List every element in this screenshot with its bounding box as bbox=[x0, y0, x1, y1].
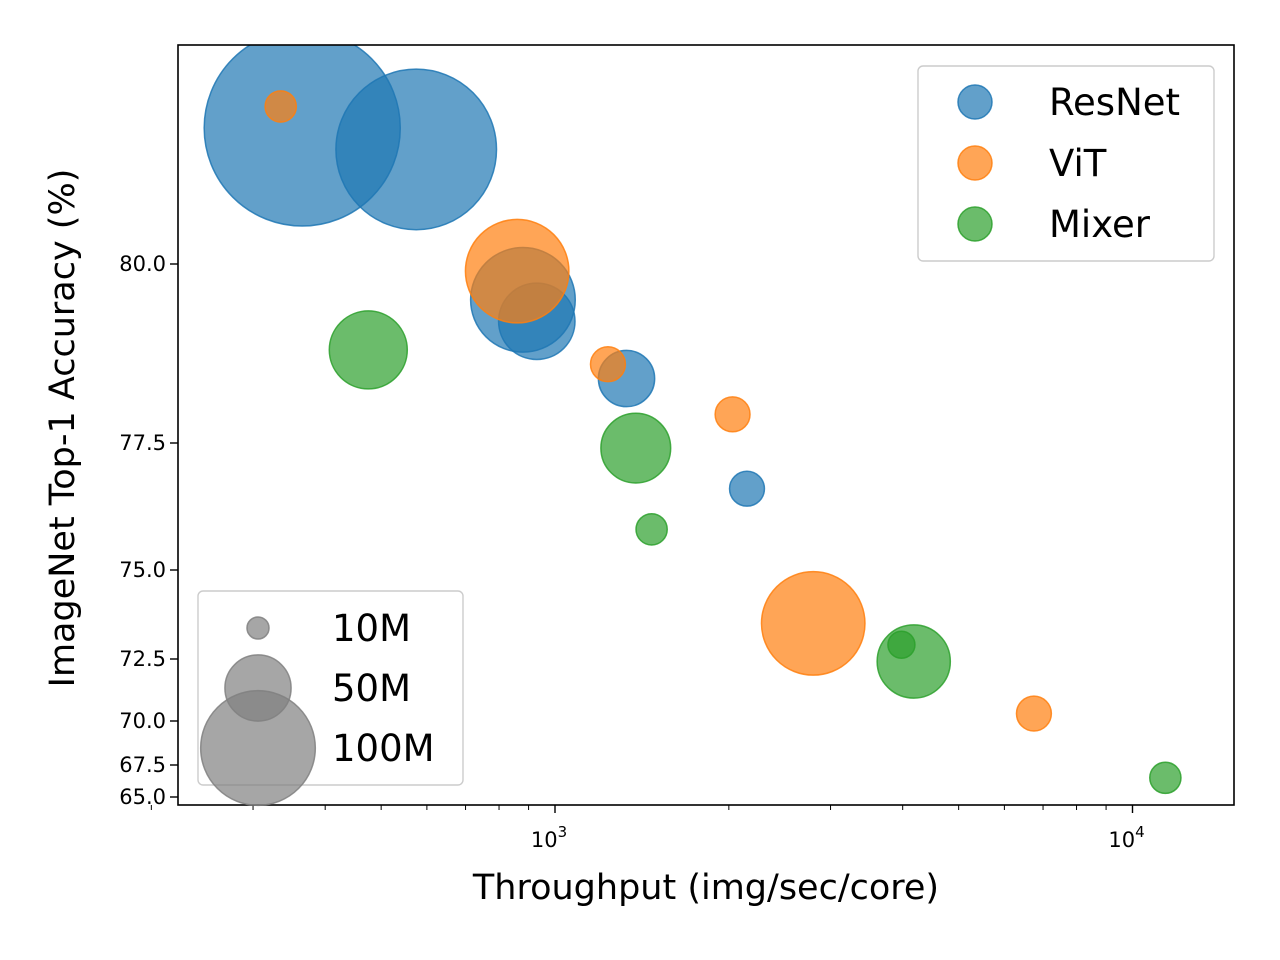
point-mixer-6 bbox=[1149, 761, 1182, 795]
point-vit-3 bbox=[589, 346, 627, 383]
point-mixer-3 bbox=[635, 513, 668, 546]
y-tick-label: 75.0 bbox=[119, 558, 166, 582]
legend-marker-mixer bbox=[957, 206, 993, 242]
size-legend-marker-100m bbox=[199, 689, 317, 807]
point-vit-5 bbox=[760, 570, 866, 676]
point-vit-4 bbox=[714, 396, 751, 433]
point-resnet-6 bbox=[728, 470, 766, 507]
point-mixer-4 bbox=[876, 624, 952, 699]
legend-label-vit: ViT bbox=[1049, 142, 1107, 185]
point-resnet-2 bbox=[335, 68, 498, 231]
x-axis-label: Throughput (img/sec/core) bbox=[472, 868, 939, 908]
y-tick-label: 65.0 bbox=[119, 785, 166, 809]
size-legend-label-50m: 50M bbox=[332, 667, 411, 710]
legend-label-resnet: ResNet bbox=[1049, 81, 1180, 124]
legend-marker-resnet bbox=[957, 84, 993, 120]
point-vit-2 bbox=[464, 218, 570, 324]
y-axis-label: ImageNet Top-1 Accuracy (%) bbox=[43, 169, 83, 688]
point-mixer-1 bbox=[328, 310, 409, 390]
point-mixer-2 bbox=[600, 412, 672, 484]
y-tick-label: 67.5 bbox=[119, 753, 166, 777]
point-vit-1 bbox=[264, 90, 298, 123]
size-legend-label-10m: 10M bbox=[332, 607, 411, 650]
y-tick-label: 72.5 bbox=[119, 647, 166, 671]
size-legend: 10M 50M 100M bbox=[197, 590, 464, 807]
size-legend-marker-10m bbox=[246, 616, 270, 640]
point-mixer-5 bbox=[887, 630, 916, 660]
point-vit-6 bbox=[1015, 695, 1053, 732]
legend-label-mixer: Mixer bbox=[1049, 203, 1151, 246]
y-tick-label: 80.0 bbox=[119, 252, 166, 276]
size-legend-label-100m: 100M bbox=[332, 727, 435, 770]
y-tick-label: 70.0 bbox=[119, 709, 166, 733]
color-legend: ResNet ViT Mixer bbox=[917, 65, 1215, 262]
plot-frame bbox=[177, 44, 1235, 806]
points-layer bbox=[203, 45, 1182, 795]
legend-marker-vit bbox=[957, 145, 993, 181]
color-legend-frame bbox=[917, 65, 1215, 262]
y-tick-label: 77.5 bbox=[119, 431, 166, 455]
